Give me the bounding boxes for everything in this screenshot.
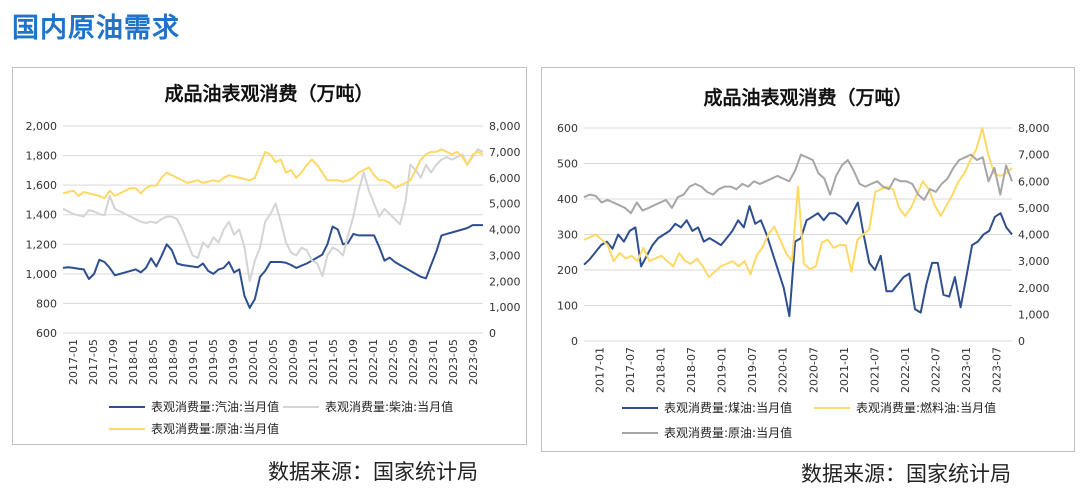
x-tick-label: 2019-01 xyxy=(187,339,200,385)
series-line-1 xyxy=(62,224,483,309)
x-tick-label: 2019-09 xyxy=(227,339,240,385)
y-left-tick-label: 600 xyxy=(557,122,578,135)
y-right-tick-label: 8,000 xyxy=(489,120,521,133)
legend-label: 表观消费量:原油:当月值 xyxy=(664,425,792,440)
x-tick-label: 2019-05 xyxy=(207,339,220,385)
y-right-tick-label: 3,000 xyxy=(489,249,521,262)
x-tick-label: 2022-05 xyxy=(387,339,400,385)
x-tick-label: 2019-07 xyxy=(746,347,759,393)
x-tick-label: 2021-07 xyxy=(868,347,881,393)
y-left-tick-label: 1,600 xyxy=(26,179,58,192)
y-right-tick-label: 8,000 xyxy=(1018,122,1050,135)
y-right-tick-label: 5,000 xyxy=(489,198,521,211)
x-tick-label: 2020-07 xyxy=(807,347,820,393)
y-right-tick-label: 5,000 xyxy=(1018,202,1050,215)
x-tick-label: 2018-01 xyxy=(127,339,140,385)
x-tick-label: 2017-01 xyxy=(67,339,80,385)
x-tick-label: 2020-05 xyxy=(267,339,280,385)
x-tick-label: 2021-01 xyxy=(838,347,851,393)
y-right-tick-label: 0 xyxy=(1018,335,1025,348)
x-tick-label: 2020-01 xyxy=(777,347,790,393)
x-tick-label: 2022-07 xyxy=(930,347,943,393)
y-left-tick-label: 1,400 xyxy=(26,209,58,222)
y-right-tick-label: 1,000 xyxy=(489,301,521,314)
x-tick-label: 2023-09 xyxy=(467,339,480,385)
y-left-tick-label: 1,200 xyxy=(26,238,58,251)
x-tick-label: 2023-01 xyxy=(427,339,440,385)
x-tick-label: 2018-01 xyxy=(654,347,667,393)
series-line-3 xyxy=(583,153,1013,215)
x-tick-label: 2019-01 xyxy=(716,347,729,393)
x-tick-label: 2023-01 xyxy=(960,347,973,393)
y-left-tick-label: 0 xyxy=(571,335,578,348)
x-tick-label: 2018-09 xyxy=(167,339,180,385)
y-left-tick-label: 2,000 xyxy=(26,120,58,133)
chart-title: 成品油表观消费（万吨） xyxy=(164,82,373,105)
y-right-tick-label: 7,000 xyxy=(489,146,521,159)
x-tick-label: 2021-01 xyxy=(307,339,320,385)
y-right-tick-label: 1,000 xyxy=(1018,308,1050,321)
y-left-tick-label: 1,000 xyxy=(26,268,58,281)
x-tick-label: 2022-01 xyxy=(367,339,380,385)
x-tick-label: 2023-07 xyxy=(991,347,1004,393)
x-tick-label: 2018-05 xyxy=(147,339,160,385)
x-tick-label: 2017-01 xyxy=(593,347,606,393)
y-right-tick-label: 3,000 xyxy=(1018,255,1050,268)
chart-right-svg: 成品油表观消费（万吨） 0 100 200 300 400 500 600 0 1,000 2,00… xyxy=(557,86,1050,440)
chart-left-svg: 成品油表观消费（万吨） 600 800 1,000 1,200 1,400 1,600 1,8… xyxy=(26,82,521,436)
x-tick-label: 2021-09 xyxy=(347,339,360,385)
page-title: 国内原油需求 xyxy=(12,13,180,44)
x-tick-label: 2020-01 xyxy=(247,339,260,385)
source-note-right: 数据来源：国家统计局 xyxy=(801,462,1011,486)
series-line-2 xyxy=(583,127,1013,279)
y-right-tick-label: 0 xyxy=(489,327,496,340)
y-left-tick-label: 600 xyxy=(36,327,57,340)
y-left-tick-label: 1,800 xyxy=(26,150,58,163)
series-line-1 xyxy=(583,201,1013,318)
chart-panel-left: 成品油表观消费（万吨） 600 800 1,000 1,200 1,400 1,600 1,8… xyxy=(12,67,527,445)
x-tick-label: 2017-07 xyxy=(624,347,637,393)
legend-label: 表观消费量:煤油:当月值 xyxy=(664,400,792,415)
y-right-tick-label: 2,000 xyxy=(1018,282,1050,295)
x-tick-label: 2022-09 xyxy=(407,339,420,385)
series-line-3 xyxy=(62,148,484,200)
x-tick-label: 2018-07 xyxy=(685,347,698,393)
y-right-tick-label: 6,000 xyxy=(1018,175,1050,188)
legend-label: 表观消费量:原油:当月值 xyxy=(151,421,279,436)
x-tick-label: 2023-05 xyxy=(447,339,460,385)
chart-panel-right: 成品油表观消费（万吨） 0 100 200 300 400 500 600 0 1,000 2,00… xyxy=(541,67,1075,452)
x-tick-label: 2017-05 xyxy=(87,339,100,385)
chart-title: 成品油表观消费（万吨） xyxy=(703,86,912,109)
y-right-tick-label: 4,000 xyxy=(1018,229,1050,242)
y-left-tick-label: 200 xyxy=(557,264,578,277)
y-right-tick-label: 2,000 xyxy=(489,275,521,288)
y-right-tick-label: 4,000 xyxy=(489,224,521,237)
legend-label: 表观消费量:燃料油:当月值 xyxy=(856,400,996,415)
y-right-tick-label: 6,000 xyxy=(489,172,521,185)
x-tick-label: 2021-05 xyxy=(327,339,340,385)
y-left-tick-label: 400 xyxy=(557,193,578,206)
source-note-left: 数据来源：国家统计局 xyxy=(268,460,478,484)
y-left-tick-label: 100 xyxy=(557,300,578,313)
series-line-2 xyxy=(62,148,484,283)
y-left-tick-label: 500 xyxy=(557,158,578,171)
y-right-tick-label: 7,000 xyxy=(1018,149,1050,162)
legend-label: 表观消费量:柴油:当月值 xyxy=(325,399,453,414)
y-left-tick-label: 800 xyxy=(36,297,57,310)
x-tick-label: 2017-09 xyxy=(107,339,120,385)
x-tick-label: 2022-01 xyxy=(899,347,912,393)
y-left-tick-label: 300 xyxy=(557,229,578,242)
legend-label: 表观消费量:汽油:当月值 xyxy=(151,399,279,414)
x-tick-label: 2020-09 xyxy=(287,339,300,385)
